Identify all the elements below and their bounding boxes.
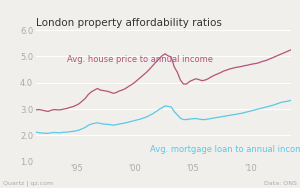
- Text: London property affordability ratios: London property affordability ratios: [36, 18, 222, 28]
- Text: Quartz | qz.com: Quartz | qz.com: [3, 181, 53, 186]
- Text: Avg. mortgage loan to annual income: Avg. mortgage loan to annual income: [150, 145, 300, 154]
- Text: Data: ONS: Data: ONS: [264, 181, 297, 186]
- Text: Avg. house price to annual income: Avg. house price to annual income: [67, 55, 213, 64]
